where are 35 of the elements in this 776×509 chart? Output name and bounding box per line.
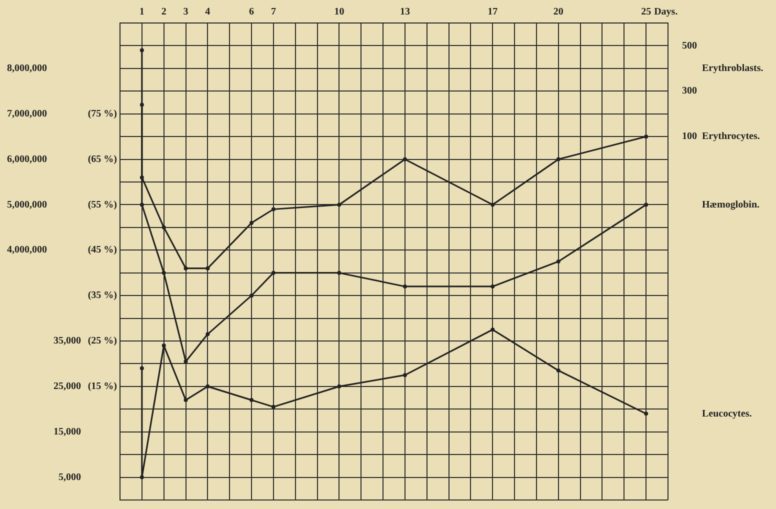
x-tick-label: 10 [334,6,344,18]
text: Leucocytes. [702,408,752,420]
x-tick-label: 17 [488,6,498,18]
x-tick-label: 3 [183,6,188,18]
y-tick-label: (55 %) [88,199,117,210]
x-tick-label: 6 [249,6,254,18]
x-axis-title: Days. [654,6,678,18]
y3-tick-label: 4,000,000 [7,244,47,256]
text: Erythroblasts. [702,63,764,74]
y-tick-label: (75 %) [88,108,117,120]
y2-tick-label: 5,000 [58,472,81,483]
x-tick-label: 20 [553,6,564,18]
y-tick-label: (45 %) [88,244,117,256]
x-tick-label: 4 [205,6,210,18]
text: Erythrocytes. [702,131,760,142]
x-tick-label: 2 [161,6,166,18]
x-tick-label: 7 [270,6,276,18]
y-tick-label: (15 %) [88,381,117,392]
x-tick-label: 1 [139,6,144,18]
y-tick-label: (35 %) [88,290,117,302]
text: 300 [682,86,697,97]
y-tick-label: (65 %) [88,154,117,165]
x-tick-label: 25 [641,6,652,18]
y-tick-label: (25 %) [88,336,117,347]
y3-tick-label: 7,000,000 [7,108,47,120]
text: Hæmoglobin. [702,199,760,210]
x-tick-label: 13 [400,6,410,18]
y3-tick-label: 8,000,000 [7,63,47,74]
y2-tick-label: 25,000 [54,381,81,392]
y3-tick-label: 6,000,000 [7,154,47,165]
y2-tick-label: 35,000 [54,336,81,347]
y2-tick-label: 15,000 [54,426,81,438]
y3-tick-label: 5,000,000 [7,199,47,210]
text: 100 [682,131,697,142]
text: 500 [682,40,697,52]
